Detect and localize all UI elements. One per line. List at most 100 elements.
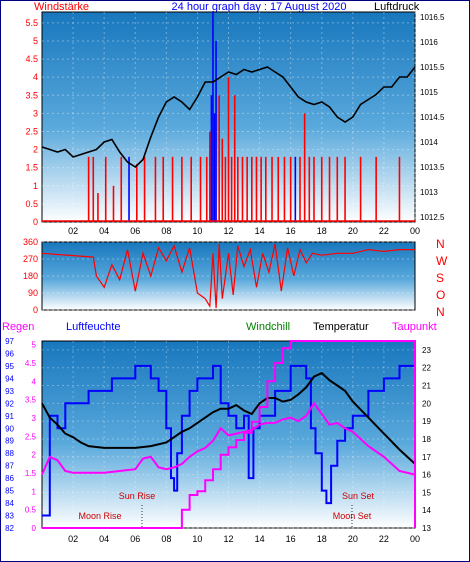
humidity-tick-label: 92 bbox=[5, 399, 14, 408]
wind-tick-label: 0 bbox=[33, 217, 38, 227]
rain-tick-label: 3 bbox=[32, 414, 37, 423]
wind-tick-label: 3.5 bbox=[25, 90, 38, 100]
humidity-tick-label: 88 bbox=[5, 449, 14, 458]
direction-tick-label: 90 bbox=[28, 288, 38, 298]
wind-axis-ticks: 0 0.5 1 1.5 2 2.5 3 3.5 4 4.5 5 5.5 bbox=[25, 18, 38, 227]
humidity-tick-label: 90 bbox=[5, 424, 14, 433]
grid-direction bbox=[42, 241, 415, 311]
time-tick-label: 02 bbox=[68, 534, 78, 544]
humidity-tick-label: 83 bbox=[5, 512, 14, 521]
wind-tick-label: 1 bbox=[33, 181, 38, 191]
time-tick-label: 06 bbox=[130, 226, 140, 236]
wind-direction-line bbox=[41, 243, 415, 309]
label-humidity: Luftfeuchte bbox=[66, 321, 120, 333]
direction-series bbox=[41, 243, 415, 309]
rain-tick-label: 0.5 bbox=[25, 506, 37, 515]
pressure-tick-label: 1013.5 bbox=[420, 163, 445, 172]
humidity-tick-label: 97 bbox=[5, 337, 14, 346]
direction-tick-label: 180 bbox=[23, 271, 38, 281]
pressure-tick-label: 1014.5 bbox=[420, 113, 445, 122]
humidity-tick-label: 85 bbox=[5, 487, 14, 496]
label-windchill: Windchill bbox=[246, 321, 290, 333]
temperature-tick-label: 18 bbox=[422, 435, 431, 444]
panel-wind-pressure: Windstärke 24 hour graph day : 17 August… bbox=[25, 1, 445, 236]
wind-tick-label: 2.5 bbox=[25, 126, 38, 136]
pressure-tick-label: 1016 bbox=[420, 38, 438, 47]
rain-tick-label: 2 bbox=[32, 451, 37, 460]
compass-letter: O bbox=[436, 288, 445, 302]
humidity-tick-label: 82 bbox=[5, 524, 14, 533]
time-axis-ticks-top: 02 04 06 08 10 12 14 16 18 20 22 00 bbox=[68, 226, 420, 236]
rain-tick-label: 1 bbox=[32, 487, 37, 496]
time-tick-label: 08 bbox=[161, 534, 171, 544]
time-tick-label: 06 bbox=[130, 534, 140, 544]
series-regen bbox=[42, 340, 416, 529]
compass-letter: W bbox=[436, 254, 448, 268]
pressure-tick-label: 1012.5 bbox=[420, 213, 445, 222]
series-temperatur bbox=[41, 371, 416, 465]
time-tick-label: 22 bbox=[379, 534, 389, 544]
time-tick-label: 08 bbox=[161, 226, 171, 236]
temperature-axis-ticks: 13 14 15 16 17 18 19 20 21 22 23 bbox=[422, 346, 431, 533]
wind-tick-label: 4 bbox=[33, 72, 38, 82]
humidity-tick-label: 84 bbox=[5, 499, 14, 508]
rain-axis-ticks: 0 0.5 1 1.5 2 2.5 3 3.5 4 4.5 5 bbox=[25, 341, 37, 533]
time-tick-label: 20 bbox=[348, 226, 358, 236]
pressure-tick-label: 1015 bbox=[420, 88, 438, 97]
title-pressure: Luftdruck bbox=[374, 1, 420, 13]
label-rain: Regen bbox=[2, 321, 34, 333]
rain-tick-label: 2.5 bbox=[25, 432, 37, 441]
compass-letter: S bbox=[436, 271, 444, 285]
humidity-axis-ticks: 82 83 84 85 86 87 88 89 90 91 92 93 94 95 96 97 bbox=[5, 337, 14, 533]
annotation-label: Sun Rise bbox=[119, 491, 156, 501]
humidity-tick-label: 91 bbox=[5, 412, 14, 421]
series-luftfeuchte bbox=[42, 353, 416, 517]
temperature-tick-label: 16 bbox=[422, 471, 431, 480]
rain-tick-label: 4.5 bbox=[25, 359, 37, 368]
wind-tick-label: 0.5 bbox=[25, 199, 38, 209]
time-axis-ticks-bottom: 02 04 06 08 10 12 14 16 18 20 22 00 bbox=[68, 534, 420, 544]
time-tick-label: 04 bbox=[99, 534, 109, 544]
time-tick-label: 00 bbox=[410, 534, 420, 544]
humidity-tick-label: 86 bbox=[5, 474, 14, 483]
temperature-tick-label: 21 bbox=[422, 382, 431, 391]
direction-tick-label: 270 bbox=[23, 254, 38, 264]
annotation-label: Moon Set bbox=[333, 511, 372, 521]
wind-tick-label: 4.5 bbox=[25, 54, 38, 64]
pressure-tick-label: 1014 bbox=[420, 138, 438, 147]
direction-tick-label: 360 bbox=[23, 237, 38, 247]
pressure-tick-label: 1016.5 bbox=[420, 13, 445, 22]
rain-tick-label: 0 bbox=[32, 524, 37, 533]
humidity-tick-label: 96 bbox=[5, 349, 14, 358]
wind-tick-label: 2 bbox=[33, 145, 38, 155]
temperature-tick-label: 22 bbox=[422, 364, 431, 373]
humidity-tick-label: 94 bbox=[5, 374, 14, 383]
time-tick-label: 16 bbox=[286, 226, 296, 236]
time-tick-label: 16 bbox=[286, 534, 296, 544]
sun-moon-annotations: Sun Rise Moon Rise Sun Set Moon Set bbox=[78, 491, 375, 527]
wind-tick-label: 3 bbox=[33, 108, 38, 118]
time-tick-label: 02 bbox=[68, 226, 78, 236]
temperature-tick-label: 15 bbox=[422, 488, 431, 497]
pressure-series bbox=[41, 66, 416, 169]
direction-tick-label: 0 bbox=[33, 305, 38, 315]
climate-lines bbox=[41, 340, 416, 529]
wind-tick-label: 1.5 bbox=[25, 163, 38, 173]
temperature-tick-label: 20 bbox=[422, 399, 431, 408]
time-tick-label: 10 bbox=[192, 226, 202, 236]
humidity-tick-label: 95 bbox=[5, 362, 14, 371]
annotation-label: Moon Rise bbox=[78, 511, 121, 521]
temperature-tick-label: 13 bbox=[422, 524, 431, 533]
rain-tick-label: 5 bbox=[32, 341, 37, 350]
pressure-axis-ticks: 1012.5 1013 1013.5 1014 1014.5 1015 1015.5 1016… bbox=[420, 13, 445, 222]
label-temperature: Temperatur bbox=[313, 321, 369, 333]
time-tick-label: 18 bbox=[317, 226, 327, 236]
time-tick-label: 10 bbox=[192, 534, 202, 544]
compass-letter: N bbox=[436, 237, 445, 251]
time-tick-label: 22 bbox=[379, 226, 389, 236]
rain-tick-label: 3.5 bbox=[25, 396, 37, 405]
pressure-line bbox=[41, 66, 416, 169]
time-tick-label: 14 bbox=[255, 226, 265, 236]
